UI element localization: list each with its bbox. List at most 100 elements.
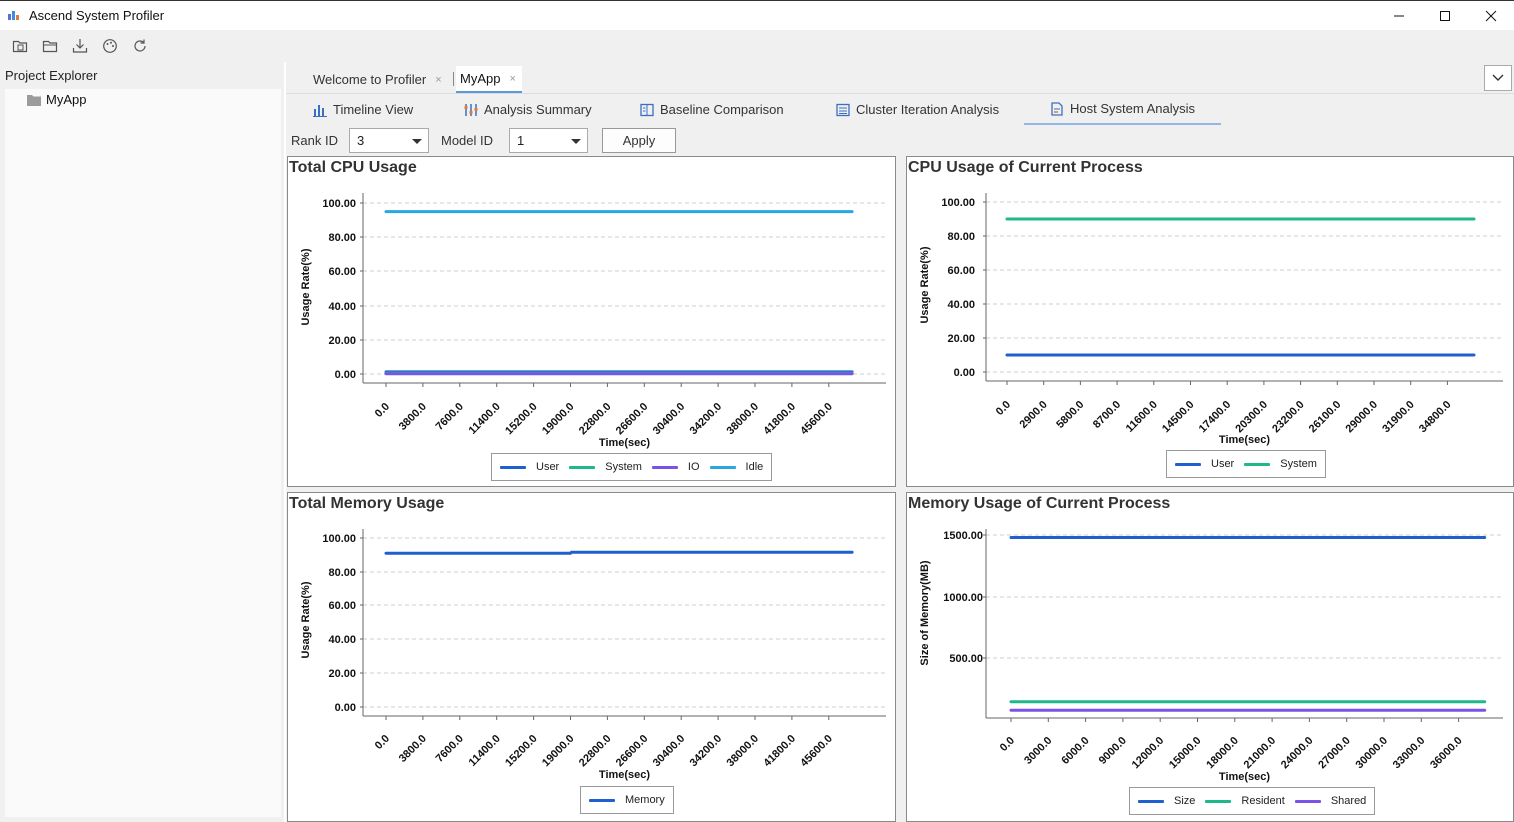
x-tick-label: 9000.0 (1097, 735, 1129, 767)
legend-label: User (1211, 458, 1235, 470)
x-tick-label: 3800.0 (397, 733, 429, 765)
import-icon[interactable] (72, 38, 88, 54)
legend-item-shared[interactable]: Shared (1294, 795, 1366, 807)
project-explorer-panel: Project Explorer MyApp (0, 62, 284, 822)
tab-myapp[interactable]: MyApp × (456, 66, 522, 93)
folder-icon (27, 94, 41, 106)
x-tick-label: 11400.0 (467, 733, 503, 769)
open-folder-icon[interactable] (42, 38, 58, 54)
x-tick-label: 21000.0 (1242, 735, 1279, 772)
app-logo-icon (8, 11, 19, 20)
y-tick-label: 100.00 (941, 197, 975, 209)
legend-item-io[interactable]: IO (651, 461, 700, 473)
legend-item-resident[interactable]: Resident (1205, 795, 1285, 807)
y-tick-label: 100.00 (322, 533, 356, 545)
maximize-icon (1440, 11, 1450, 21)
legend-item-user[interactable]: User (1175, 458, 1234, 470)
app-title: Ascend System Profiler (29, 8, 165, 23)
legend-swatch (651, 465, 678, 469)
rank-id-select[interactable]: 3 (349, 128, 429, 153)
y-axis-title: Size of Memory(MB) (919, 560, 931, 665)
x-tick-label: 15000.0 (1167, 735, 1204, 772)
tab-close-icon[interactable]: × (435, 73, 442, 86)
legend-item-idle[interactable]: Idle (709, 461, 763, 473)
panel-title: Memory Usage of Current Process (908, 495, 1171, 512)
x-tick-label: 12000.0 (1130, 735, 1167, 772)
tab-label: Timeline View (333, 102, 414, 117)
tab-close-icon[interactable]: × (509, 72, 516, 85)
palette-icon[interactable] (102, 38, 118, 54)
tabs-menu-button[interactable] (1484, 65, 1512, 91)
series-line-memory (384, 550, 854, 555)
legend-swatch (1138, 799, 1164, 803)
legend-item-memory[interactable]: Memory (589, 794, 665, 806)
apply-button[interactable]: Apply (602, 128, 676, 153)
y-tick-label: 1000.00 (943, 592, 983, 604)
y-tick-label: 40.00 (328, 301, 356, 313)
process-memory-chart: 500.00 1000.00 1500.00 0.0 3000.0 6000.0 9000.… (919, 529, 1503, 783)
tab-label: MyApp (460, 71, 501, 86)
legend-label: System (605, 461, 642, 473)
legend-label: System (1280, 458, 1317, 470)
legend-item-user[interactable]: User (500, 461, 559, 473)
analysis-icon (464, 103, 478, 116)
y-axis-title: Usage Rate(%) (919, 246, 931, 323)
legend-item-system[interactable]: System (569, 461, 642, 473)
main-editor-area: Welcome to Profiler × MyApp × Timeline V… (286, 62, 1514, 822)
maximize-button[interactable] (1422, 1, 1468, 31)
new-project-icon[interactable] (12, 38, 28, 54)
close-window-button[interactable] (1468, 1, 1514, 31)
x-tick-label: 15200.0 (503, 401, 540, 438)
x-tick-label: 26100.0 (1307, 399, 1344, 436)
editor-tab-bar: Welcome to Profiler × MyApp × (286, 62, 1514, 93)
panel-title: Total CPU Usage (289, 159, 417, 176)
tab-cluster-iteration-analysis[interactable]: Cluster Iteration Analysis (836, 94, 999, 125)
x-tick-label: 7600.0 (434, 733, 466, 765)
tab-label: Analysis Summary (484, 102, 592, 117)
process-memory-usage-panel: 500.00 1000.00 1500.00 0.0 3000.0 6000.0 9000.… (906, 492, 1514, 822)
tab-analysis-summary[interactable]: Analysis Summary (464, 94, 592, 125)
process-cpu-usage-panel: 0.00 20.00 40.00 60.00 80.00 100.00 0.0 2900.0 5… (906, 156, 1514, 487)
legend-label: User (536, 461, 560, 473)
title-bar: Ascend System Profiler (0, 0, 1514, 30)
chevron-down-icon (412, 139, 422, 144)
chart-legend: Memory (580, 786, 674, 814)
total-memory-usage-panel: 0.00 20.00 40.00 60.00 80.00 100.00 0.0 3800.0 7… (287, 492, 896, 822)
legend-swatch (1294, 799, 1321, 803)
model-id-select[interactable]: 1 (509, 128, 588, 153)
tree-item-myapp[interactable]: MyApp (27, 92, 86, 107)
y-tick-label: 0.00 (335, 702, 356, 714)
legend-item-system[interactable]: System (1244, 458, 1317, 470)
tab-separator (453, 72, 454, 86)
x-tick-label: 26600.0 (614, 733, 651, 770)
legend-item-size[interactable]: Size (1138, 795, 1195, 807)
x-tick-label: 41800.0 (761, 733, 798, 770)
tab-welcome[interactable]: Welcome to Profiler × (313, 66, 442, 93)
y-tick-label: 80.00 (328, 232, 356, 244)
refresh-icon[interactable] (132, 38, 148, 54)
project-explorer-title: Project Explorer (5, 68, 98, 83)
x-tick-label: 11600.0 (1124, 399, 1160, 435)
x-tick-label: 22800.0 (577, 733, 614, 770)
total-cpu-usage-panel: 0.00 20.00 40.00 60.00 80.00 100.00 0.0 3800.0 7… (287, 156, 896, 487)
legend-label: IO (687, 461, 700, 473)
x-tick-label: 14500.0 (1160, 399, 1197, 436)
minimize-button[interactable] (1376, 1, 1422, 31)
y-tick-label: 100.00 (322, 198, 356, 210)
y-tick-label: 40.00 (947, 299, 975, 311)
x-tick-label: 20300.0 (1233, 399, 1270, 436)
y-tick-label: 60.00 (328, 600, 356, 612)
x-tick-label: 29000.0 (1344, 399, 1381, 436)
y-tick-label: 40.00 (328, 634, 356, 646)
tab-baseline-comparison[interactable]: Baseline Comparison (640, 94, 784, 125)
x-tick-label: 38000.0 (725, 733, 762, 770)
chevron-down-icon (1492, 74, 1504, 81)
model-id-value: 1 (517, 133, 525, 148)
x-tick-label: 26600.0 (614, 401, 651, 438)
x-tick-label: 18000.0 (1204, 735, 1241, 772)
tab-timeline-view[interactable]: Timeline View (313, 94, 413, 125)
y-axis-title: Usage Rate(%) (300, 248, 312, 325)
x-tick-label: 33000.0 (1391, 735, 1428, 772)
tab-host-system-analysis[interactable]: Host System Analysis (1024, 94, 1221, 125)
